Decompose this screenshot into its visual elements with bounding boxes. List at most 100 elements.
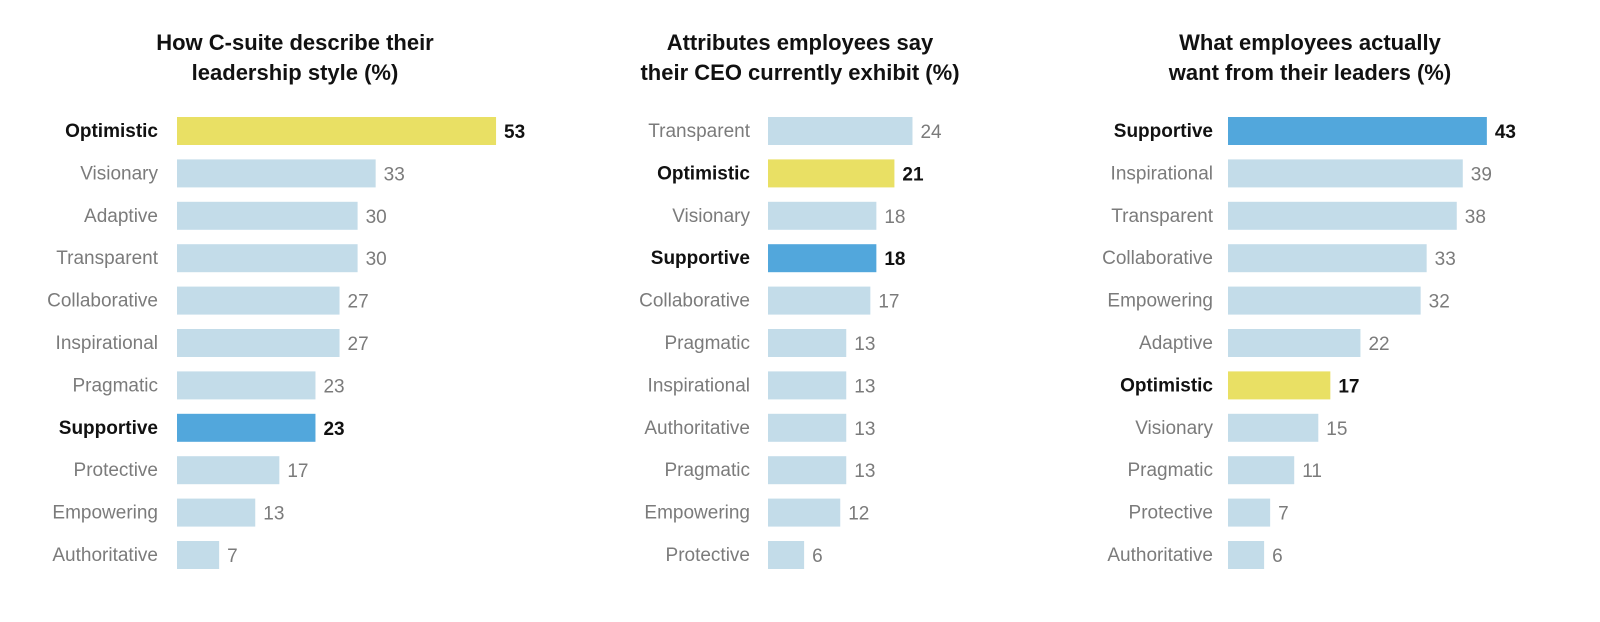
bar-empowering xyxy=(768,498,841,527)
value-label-empowering: 13 xyxy=(263,504,284,525)
chart-panel-c-suite: How C-suite describe their leadership st… xyxy=(0,0,560,622)
bar-authoritative xyxy=(1228,541,1265,569)
value-label-visionary: 33 xyxy=(384,164,405,185)
category-label-pragmatic: Pragmatic xyxy=(72,375,158,396)
value-label-optimistic: 17 xyxy=(1338,376,1359,397)
category-label-optimistic: Optimistic xyxy=(65,121,158,142)
bar-transparent xyxy=(177,244,358,273)
category-label-authoritative: Authoritative xyxy=(1107,545,1213,566)
value-label-authoritative: 13 xyxy=(854,419,875,440)
category-label-supportive: Supportive xyxy=(59,418,158,439)
category-label-inspirational: Inspirational xyxy=(1111,163,1213,184)
value-label-optimistic: 21 xyxy=(902,164,924,185)
bar-chart-employees-want: Supportive 43 Inspirational 39 Transparent 38… xyxy=(1102,117,1516,569)
category-label-protective: Protective xyxy=(74,460,158,481)
bar-protective xyxy=(177,456,280,485)
bar-empowering xyxy=(177,498,256,527)
value-label-collaborative: 33 xyxy=(1435,249,1456,270)
category-label-adaptive: Adaptive xyxy=(1139,333,1213,354)
value-label-empowering: 12 xyxy=(848,504,869,525)
bar-pragmatic xyxy=(1228,456,1295,485)
value-label-inspirational: 39 xyxy=(1471,164,1492,185)
value-label-pragmatic: 23 xyxy=(323,376,344,397)
bar-optimistic xyxy=(768,159,895,188)
category-label-transparent: Transparent xyxy=(648,121,750,142)
chart-title: How C-suite describe their leadership st… xyxy=(156,30,434,85)
value-label-transparent: 30 xyxy=(366,249,387,270)
category-label-visionary: Visionary xyxy=(672,206,750,227)
value-label-pragmatic: 11 xyxy=(1302,461,1322,482)
category-label-transparent: Transparent xyxy=(1111,206,1213,227)
category-label-optimistic: Optimistic xyxy=(1120,375,1213,396)
chart-panel-ceo-exhibit: Attributes employees say their CEO curre… xyxy=(560,0,1060,622)
value-label-visionary: 15 xyxy=(1326,419,1347,440)
bar-collaborative xyxy=(177,286,340,315)
bar-pragmatic xyxy=(768,456,847,485)
bar-inspirational xyxy=(177,329,340,357)
chart-panel-employees-want: What employees actually want from their … xyxy=(1060,0,1600,622)
category-label-adaptive: Adaptive xyxy=(84,206,158,227)
category-label-supportive: Supportive xyxy=(651,248,750,269)
chart-title: Attributes employees say their CEO curre… xyxy=(640,30,960,85)
value-label-protective: 6 xyxy=(812,546,823,567)
value-label-supportive: 23 xyxy=(323,419,344,440)
value-label-protective: 17 xyxy=(287,461,308,482)
category-label-transparent: Transparent xyxy=(56,248,158,269)
bar-supportive xyxy=(1228,117,1487,145)
category-label-authoritative: Authoritative xyxy=(644,418,750,439)
bar-protective xyxy=(768,541,805,569)
value-label-authoritative: 7 xyxy=(227,546,238,567)
category-label-protective: Protective xyxy=(1129,503,1213,524)
bar-authoritative xyxy=(177,541,220,569)
category-label-empowering: Empowering xyxy=(644,503,750,524)
bar-chart-ceo-exhibit: Transparent 24 Optimistic 21 Visionary 18 Supp… xyxy=(639,117,942,569)
value-label-optimistic: 53 xyxy=(504,122,525,143)
value-label-inspirational: 27 xyxy=(348,334,369,355)
bar-transparent xyxy=(1228,201,1457,230)
bar-visionary xyxy=(1228,413,1319,442)
value-label-pragmatic: 13 xyxy=(854,334,875,355)
value-label-supportive: 18 xyxy=(884,249,905,270)
bar-optimistic xyxy=(177,117,497,145)
value-label-pragmatic: 13 xyxy=(854,461,875,482)
category-label-collaborative: Collaborative xyxy=(47,291,158,312)
value-label-transparent: 38 xyxy=(1465,207,1486,228)
category-label-inspirational: Inspirational xyxy=(648,375,750,396)
category-label-inspirational: Inspirational xyxy=(56,333,158,354)
bar-adaptive xyxy=(1228,329,1361,357)
category-label-visionary: Visionary xyxy=(1135,418,1213,439)
bar-inspirational xyxy=(768,371,847,400)
value-label-transparent: 24 xyxy=(920,122,942,143)
bar-adaptive xyxy=(177,201,358,230)
category-label-collaborative: Collaborative xyxy=(639,291,750,312)
category-label-optimistic: Optimistic xyxy=(657,163,750,184)
bar-visionary xyxy=(177,159,376,188)
value-label-collaborative: 17 xyxy=(878,292,899,313)
bar-protective xyxy=(1228,498,1271,527)
bar-chart-c-suite: Optimistic 53 Visionary 33 Adaptive 30 Transpa… xyxy=(47,117,525,569)
category-label-protective: Protective xyxy=(666,545,750,566)
value-label-protective: 7 xyxy=(1278,504,1289,525)
bar-visionary xyxy=(768,201,877,230)
value-label-adaptive: 22 xyxy=(1368,334,1389,355)
category-label-pragmatic: Pragmatic xyxy=(664,460,750,481)
category-label-empowering: Empowering xyxy=(1107,291,1213,312)
value-label-inspirational: 13 xyxy=(854,376,875,397)
bar-inspirational xyxy=(1228,159,1463,188)
category-label-collaborative: Collaborative xyxy=(1102,248,1213,269)
bar-supportive xyxy=(177,413,316,442)
chart-title: What employees actually want from their … xyxy=(1168,30,1452,85)
bar-optimistic xyxy=(1228,371,1331,400)
bar-collaborative xyxy=(768,286,871,315)
category-label-pragmatic: Pragmatic xyxy=(1127,460,1213,481)
bar-collaborative xyxy=(1228,244,1427,273)
bar-pragmatic xyxy=(768,329,847,357)
bar-authoritative xyxy=(768,413,847,442)
bar-transparent xyxy=(768,117,913,145)
value-label-supportive: 43 xyxy=(1495,122,1516,143)
value-label-authoritative: 6 xyxy=(1272,546,1283,567)
value-label-adaptive: 30 xyxy=(366,207,387,228)
bar-empowering xyxy=(1228,286,1421,315)
value-label-empowering: 32 xyxy=(1429,292,1450,313)
bar-pragmatic xyxy=(177,371,316,400)
